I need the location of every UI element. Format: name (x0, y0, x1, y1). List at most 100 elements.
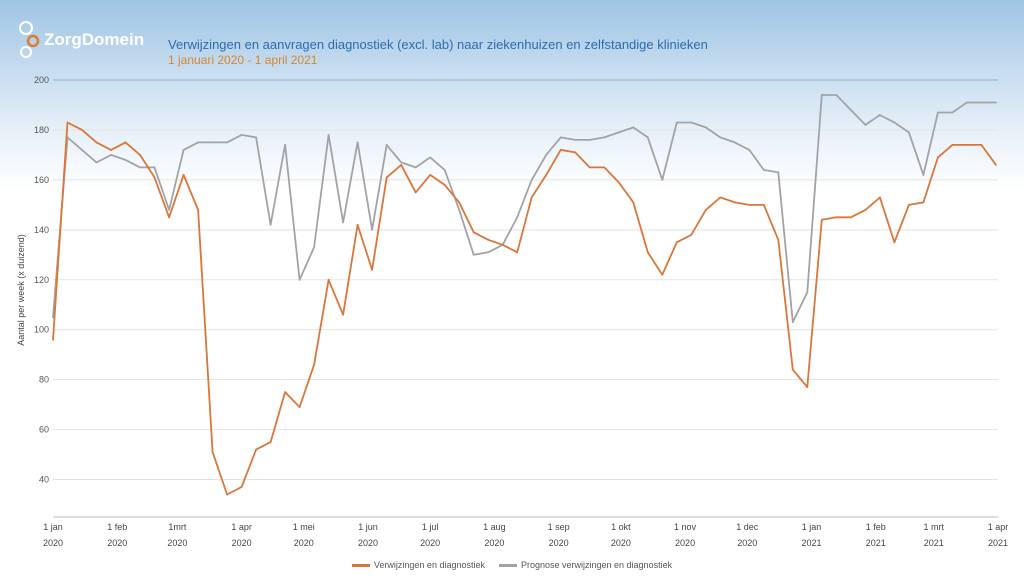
data-point (661, 178, 664, 181)
legend-item-prognose[interactable]: Prognose verwijzingen en diagnostiek (498, 560, 673, 570)
data-point (197, 141, 199, 144)
data-point (487, 251, 490, 254)
data-point (719, 196, 722, 199)
data-point (980, 144, 983, 146)
series-line-prognose (52, 94, 996, 324)
data-point (559, 136, 562, 139)
data-point (762, 168, 765, 171)
y-tick-label: 120 (34, 275, 49, 285)
data-point (472, 253, 475, 256)
data-point (878, 196, 881, 199)
data-point (429, 173, 432, 176)
data-point (806, 291, 809, 294)
x-tick-year: 2020 (737, 538, 757, 548)
data-point (472, 231, 475, 234)
data-point (588, 166, 591, 169)
data-point (907, 203, 910, 206)
data-point (327, 278, 330, 281)
data-point (371, 268, 374, 271)
data-point (995, 101, 997, 104)
x-tick-label: 1 dec (736, 522, 759, 532)
data-point (124, 141, 127, 144)
data-point (574, 151, 577, 154)
data-point (675, 121, 678, 124)
data-point (907, 131, 910, 134)
data-point (501, 243, 504, 246)
data-point (980, 101, 983, 104)
y-tick-label: 80 (39, 375, 49, 385)
data-point (733, 201, 736, 204)
data-point (240, 134, 243, 136)
zorgdomein-logo-icon (19, 21, 40, 58)
logo-text: ZorgDomein (44, 30, 145, 49)
data-point (52, 338, 54, 341)
data-point (81, 129, 83, 131)
data-point (371, 228, 374, 231)
data-point (878, 114, 881, 116)
data-point (951, 111, 954, 114)
data-point (52, 316, 54, 319)
data-point (226, 493, 228, 496)
data-point (313, 246, 316, 249)
data-point (835, 94, 838, 96)
data-point (820, 94, 823, 96)
data-point (588, 139, 591, 141)
x-tick-year: 2020 (358, 538, 378, 548)
data-point (849, 216, 852, 219)
data-point (937, 156, 939, 159)
data-point (139, 154, 141, 156)
x-tick-label: 1 apr (988, 522, 1009, 532)
x-tick-label: 1mrt (168, 522, 186, 532)
data-point (139, 166, 141, 169)
data-point (530, 178, 533, 181)
data-point (414, 166, 417, 169)
data-point (458, 208, 461, 211)
data-point (791, 321, 794, 324)
y-tick-label: 140 (34, 225, 49, 235)
y-tick-label: 160 (34, 175, 49, 185)
x-tick-year: 2020 (675, 538, 695, 548)
data-point (777, 171, 780, 174)
data-point (661, 273, 664, 276)
data-point (81, 149, 83, 151)
x-tick-year: 2020 (107, 538, 127, 548)
legend-item-verwijzingen[interactable]: Verwijzingen en diagnostiek (351, 560, 485, 570)
x-tick-year: 2020 (167, 538, 187, 548)
data-point (719, 136, 722, 139)
data-point (675, 241, 678, 244)
x-tick-year: 2020 (294, 538, 314, 548)
data-point (284, 144, 287, 146)
x-tick-year: 2021 (801, 538, 821, 548)
y-axis-label: Aantal per week (x duizend) (16, 234, 26, 346)
data-point (400, 161, 403, 164)
data-point (211, 451, 214, 453)
data-point (893, 241, 896, 244)
data-point (342, 313, 345, 316)
data-point (211, 141, 214, 144)
data-point (342, 221, 345, 224)
x-tick-label: 1 jan (802, 522, 822, 532)
logo: ZorgDomein (18, 20, 144, 60)
data-point (414, 191, 417, 194)
data-point (617, 181, 620, 184)
data-point (66, 121, 69, 124)
data-point (574, 139, 577, 141)
data-point (385, 176, 388, 179)
data-point (255, 136, 257, 139)
chart-title: Verwijzingen en aanvragen diagnostiek (e… (168, 37, 708, 52)
data-point (617, 131, 620, 134)
data-point (197, 208, 199, 211)
data-point (835, 216, 838, 219)
data-point (284, 391, 287, 394)
data-point (864, 124, 867, 126)
data-point (327, 134, 330, 136)
legend-label: Prognose verwijzingen en diagnostiek (520, 560, 673, 570)
data-point (646, 251, 649, 254)
x-tick-label: 1 jul (422, 522, 439, 532)
data-point (95, 141, 98, 144)
data-point (632, 126, 635, 129)
data-point (516, 251, 519, 254)
data-point (922, 173, 925, 176)
x-tick-label: 1 feb (866, 522, 886, 532)
